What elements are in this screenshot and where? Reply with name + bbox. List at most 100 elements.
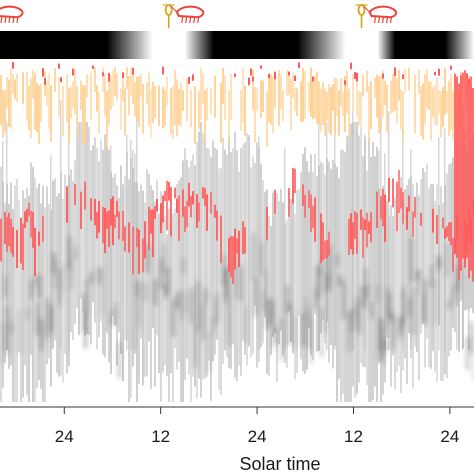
cell xyxy=(162,243,165,273)
cell xyxy=(342,149,344,395)
cell xyxy=(116,200,118,217)
cell xyxy=(154,206,156,219)
cell xyxy=(210,156,212,401)
cell xyxy=(438,255,441,269)
cell xyxy=(362,156,364,367)
cell xyxy=(302,68,304,122)
cell xyxy=(102,67,104,92)
cell xyxy=(304,147,306,374)
cell xyxy=(212,140,214,362)
cell xyxy=(392,178,394,208)
cell xyxy=(42,185,44,402)
cell xyxy=(400,315,403,335)
cell xyxy=(6,77,8,109)
cell xyxy=(350,123,352,402)
cell xyxy=(402,287,405,326)
cell xyxy=(206,147,208,377)
cell xyxy=(224,75,226,120)
cell xyxy=(304,194,306,218)
cell xyxy=(104,207,106,254)
cell xyxy=(132,226,134,274)
cell xyxy=(174,70,176,126)
cell xyxy=(166,234,168,377)
cell xyxy=(102,207,104,244)
cell xyxy=(28,203,30,217)
cell xyxy=(90,272,93,284)
cell xyxy=(380,319,383,362)
cell xyxy=(252,76,254,82)
krill-icon xyxy=(0,5,24,24)
cell xyxy=(412,286,415,336)
cell xyxy=(356,296,359,330)
cell xyxy=(72,68,74,76)
cell xyxy=(414,201,416,347)
cell xyxy=(232,236,234,284)
cell xyxy=(280,318,283,362)
cell xyxy=(142,190,144,386)
cell xyxy=(338,90,340,136)
cell xyxy=(54,258,57,289)
cell xyxy=(170,220,172,374)
cell xyxy=(18,309,21,355)
cell xyxy=(118,211,120,240)
cell xyxy=(118,197,120,333)
cell xyxy=(294,87,296,112)
cell xyxy=(312,81,314,120)
cell xyxy=(420,212,422,226)
cell xyxy=(400,187,402,209)
cell xyxy=(244,85,246,136)
cell xyxy=(370,81,372,129)
cell xyxy=(298,62,300,68)
cell xyxy=(384,80,386,106)
cell xyxy=(360,286,363,308)
cell xyxy=(344,76,346,132)
cell xyxy=(24,198,26,365)
cell xyxy=(110,198,112,226)
cell xyxy=(272,76,274,133)
cell xyxy=(174,187,176,199)
cell xyxy=(436,214,438,244)
cell xyxy=(398,208,400,366)
cell xyxy=(378,317,381,355)
cell xyxy=(40,318,43,352)
cell xyxy=(450,73,452,131)
cell xyxy=(328,231,330,256)
cell xyxy=(390,80,392,114)
cell xyxy=(118,341,121,379)
cell xyxy=(26,308,29,320)
cell xyxy=(252,69,254,111)
cell xyxy=(96,147,98,350)
cell xyxy=(112,177,114,316)
cell xyxy=(364,134,366,350)
cell xyxy=(236,238,238,254)
cell xyxy=(4,211,6,245)
cell xyxy=(424,279,427,326)
cell xyxy=(176,291,179,310)
cell xyxy=(328,84,330,133)
cell xyxy=(316,176,318,352)
cell xyxy=(116,185,118,366)
cell xyxy=(44,207,46,402)
cell xyxy=(250,68,252,76)
cell xyxy=(448,80,450,136)
cell xyxy=(438,89,440,115)
cell xyxy=(158,213,160,374)
night-period xyxy=(377,31,474,59)
cell xyxy=(206,88,208,121)
cell xyxy=(448,222,450,242)
cell xyxy=(30,280,33,299)
cell xyxy=(274,326,277,345)
cell xyxy=(186,159,188,359)
cell xyxy=(188,167,190,375)
cell xyxy=(136,227,138,248)
cell xyxy=(136,76,138,122)
cell xyxy=(428,187,430,368)
cell xyxy=(452,284,455,304)
cell xyxy=(98,91,100,134)
cell xyxy=(292,72,294,99)
cell xyxy=(268,215,270,376)
cell xyxy=(452,238,454,272)
cell xyxy=(290,79,292,130)
cell xyxy=(370,212,372,243)
cell xyxy=(98,266,101,285)
